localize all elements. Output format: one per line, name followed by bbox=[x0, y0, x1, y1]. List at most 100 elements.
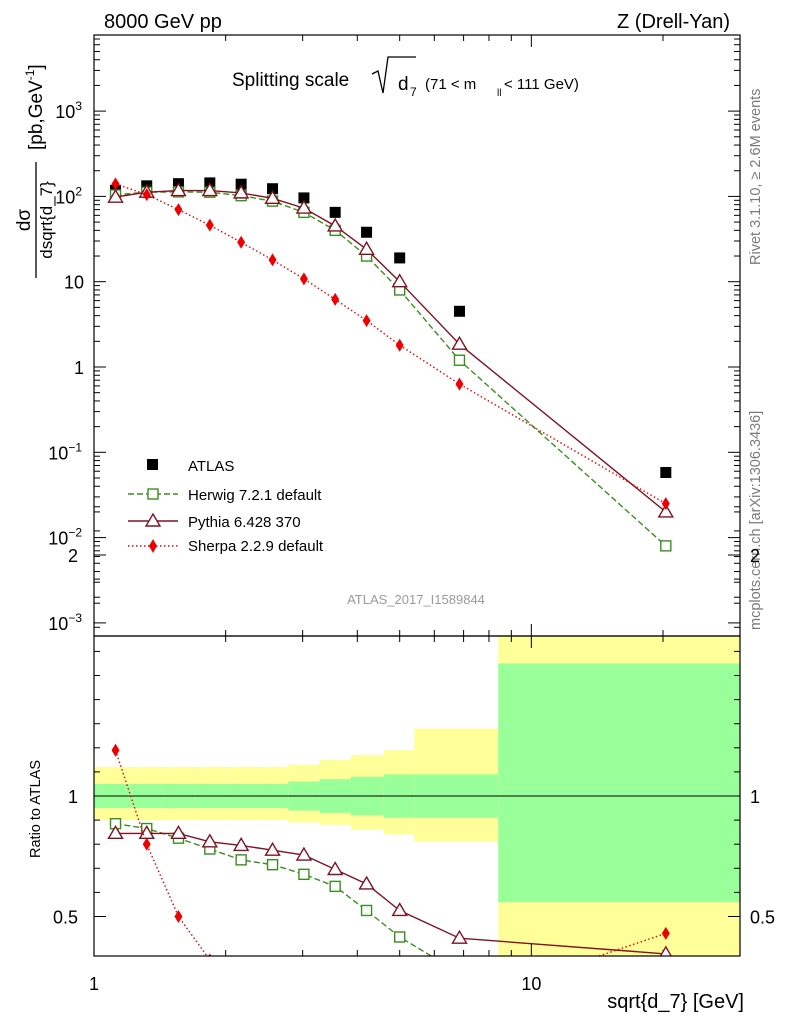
sherpa-ratio-point bbox=[269, 994, 277, 1007]
ratio-y-tick-label: 2 bbox=[68, 546, 78, 566]
plot-title-cut-sub: ll bbox=[497, 88, 501, 99]
y-tick-label: 10−1 bbox=[48, 440, 82, 463]
ratio-frame bbox=[93, 635, 741, 957]
legend-sherpa-label: Sherpa 2.2.9 default bbox=[188, 538, 324, 555]
legend-herwig-marker-icon bbox=[147, 488, 159, 500]
ratio-axis-ticks: 1 10 0.5 0.5 1 1 2 2 bbox=[53, 506, 775, 994]
sherpa-point bbox=[174, 203, 183, 217]
sherpa-ratio-point bbox=[363, 1008, 371, 1021]
sherpa-ratio-point bbox=[331, 1008, 339, 1021]
atlas-data-point bbox=[361, 226, 373, 238]
sherpa-point bbox=[395, 338, 404, 352]
sherpa-point bbox=[142, 188, 151, 202]
x-axis-label: sqrt{d_7} [GeV] bbox=[607, 991, 744, 1013]
band-inner bbox=[498, 663, 740, 903]
legend-herwig-label: Herwig 7.2.1 default bbox=[188, 487, 322, 504]
sherpa-point bbox=[111, 177, 120, 191]
pythia-point bbox=[657, 503, 675, 518]
herwig-ratio-point bbox=[329, 880, 341, 893]
plot-title: Splitting scale d 7 (71 < m ll < 111 GeV… bbox=[232, 56, 579, 99]
header-process: Z (Drell-Yan) bbox=[617, 11, 730, 33]
pythia-point bbox=[170, 182, 187, 197]
pythia-point bbox=[201, 182, 219, 197]
pythia-point bbox=[451, 335, 468, 350]
sherpa-point bbox=[205, 218, 214, 232]
main-series-layer bbox=[107, 177, 675, 552]
atlas-data-point bbox=[298, 192, 310, 204]
ratio-y-tick-label: 1 bbox=[68, 787, 78, 807]
herwig-ratio-point bbox=[454, 968, 464, 978]
pythia-point bbox=[391, 273, 408, 288]
herwig-ratio-point bbox=[298, 868, 310, 881]
pythia-point bbox=[264, 189, 281, 204]
plot-title-var: d bbox=[398, 74, 409, 95]
sherpa-ratio-point bbox=[455, 997, 463, 1010]
sherpa-point bbox=[661, 497, 670, 511]
sherpa-point bbox=[455, 377, 464, 391]
atlas-data-point bbox=[329, 206, 341, 218]
atlas-data-point bbox=[235, 178, 247, 190]
x-tick-label: 1 bbox=[89, 974, 99, 994]
plot-title-var-sub: 7 bbox=[410, 85, 417, 99]
sqrt-symbol-icon bbox=[371, 56, 416, 94]
sherpa-point bbox=[331, 292, 340, 306]
ratio-y-tick-label-right: 2 bbox=[750, 546, 760, 566]
pythia-ratio-point bbox=[201, 833, 219, 848]
sherpa-ratio-point bbox=[174, 910, 183, 923]
ratio-y-tick-label-right: 1 bbox=[750, 787, 760, 807]
pythia-point bbox=[232, 184, 250, 199]
ratio-series-layer bbox=[107, 743, 672, 1021]
sherpa-ratio-point bbox=[237, 980, 245, 993]
pythia-point bbox=[358, 240, 375, 255]
y-tick-label: 10 bbox=[64, 273, 84, 293]
svg-text:dσ: dσ bbox=[14, 209, 35, 232]
sherpa-ratio-point bbox=[208, 953, 212, 956]
y-tick-label: 10−3 bbox=[48, 611, 82, 634]
svg-text:[pb,GeV-1]: [pb,GeV-1] bbox=[23, 64, 47, 150]
atlas-data-point bbox=[453, 305, 465, 317]
ratio-y-tick-label-right: 0.5 bbox=[750, 908, 775, 928]
sherpa-ratio-point bbox=[300, 1004, 308, 1017]
pythia-ratio-point bbox=[451, 929, 468, 944]
pythia-ratio-point bbox=[107, 824, 124, 840]
ratio-y-tick-label: 0.5 bbox=[53, 908, 78, 928]
sherpa-point bbox=[299, 272, 308, 286]
x-tick-label: 10 bbox=[521, 974, 541, 994]
mcplots-label: mcplots.cern.ch [arXiv:1306.3436] bbox=[748, 411, 764, 630]
legend-atlas-marker-icon bbox=[147, 459, 158, 470]
plot-title-main: Splitting scale bbox=[232, 70, 349, 91]
herwig-ratio-point bbox=[266, 858, 279, 871]
pythia-ratio-point bbox=[659, 945, 672, 956]
plot-title-cut: (71 < m bbox=[425, 76, 476, 93]
pythia-point bbox=[295, 199, 313, 214]
legend-sherpa-marker-icon bbox=[149, 539, 157, 553]
atlas-data-point bbox=[394, 252, 406, 264]
sherpa-ratio-point bbox=[111, 743, 120, 757]
sherpa-ratio-point bbox=[142, 837, 151, 851]
pythia-ratio-point bbox=[295, 846, 313, 861]
legend-pythia-label: Pythia 6.428 370 bbox=[188, 514, 301, 531]
pythia-ratio-point bbox=[326, 861, 344, 876]
pythia-point bbox=[107, 188, 124, 203]
analysis-watermark: ATLAS_2017_I1589844 bbox=[347, 592, 485, 607]
svg-text:dsqrt{d_7}: dsqrt{d_7} bbox=[37, 181, 56, 259]
sherpa-point bbox=[237, 235, 246, 249]
pythia-line bbox=[115, 189, 667, 513]
y-tick-label: 103 bbox=[55, 99, 82, 122]
y-tick-label: 1 bbox=[74, 358, 84, 378]
herwig-point bbox=[660, 540, 672, 552]
main-y-label: dσ dsqrt{d_7} [pb,GeV-1] bbox=[14, 64, 56, 278]
sherpa-point bbox=[268, 253, 277, 267]
ratio-y-label: Ratio to ATLAS bbox=[28, 760, 44, 858]
pythia-ratio-point bbox=[391, 902, 408, 917]
herwig-ratio-point bbox=[235, 854, 247, 866]
pythia-ratio-point bbox=[264, 841, 281, 856]
legend-pythia-marker-icon bbox=[144, 512, 162, 527]
herwig-point bbox=[453, 354, 466, 366]
plot-title-cut-end: < 111 GeV) bbox=[504, 76, 579, 93]
header-energy: 8000 GeV pp bbox=[104, 11, 222, 33]
pythia-ratio-line bbox=[115, 832, 666, 955]
atlas-data-point bbox=[267, 183, 279, 195]
